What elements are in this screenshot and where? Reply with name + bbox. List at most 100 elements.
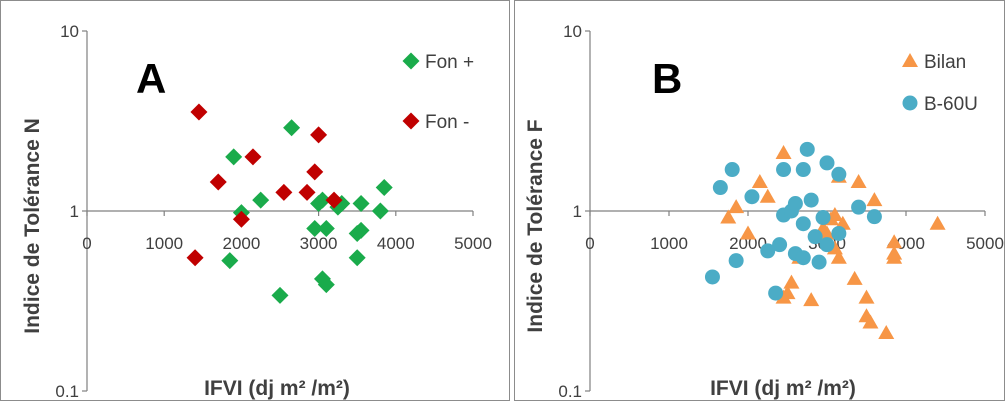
x-tick-label: 2000 [729,234,767,253]
data-point [751,173,768,188]
data-point [776,162,792,178]
x-tick-label: 3000 [300,234,338,253]
data-point [878,325,895,340]
data-point [783,274,800,289]
y-axis-title: Indice de Tolérance N [21,118,44,334]
data-point [787,196,803,212]
data-point [759,188,776,203]
data-point [768,285,784,301]
panel-letter: A [136,55,166,102]
data-point [760,243,776,259]
data-point [740,225,756,240]
data-point [310,126,328,144]
data-point [819,155,835,171]
data-point [803,292,820,307]
data-point [815,210,831,226]
x-axis-title: IFVI (dj m² /m²) [204,377,350,400]
data-point [186,249,204,267]
data-point [352,221,370,239]
data-point [244,148,262,166]
data-point [728,253,744,269]
x-tick-label: 5000 [454,234,492,253]
data-point [772,237,788,253]
data-point [720,209,737,224]
data-point [831,225,847,241]
data-point [225,148,243,166]
x-tick-label: 2000 [222,234,260,253]
data-point [271,286,289,304]
data-point [317,276,335,294]
data-point [298,183,316,201]
data-point [851,199,867,215]
chart-panel-a: 0.1 1 10 0 1000 2000 3000 4000 5000 IFVI (dj m² /… [0,0,510,401]
data-point [352,195,370,213]
data-point [795,162,811,178]
x-axis-title: IFVI (dj m² /m²) [710,377,856,400]
data-point [846,270,863,285]
data-point [819,225,835,240]
data-point [317,219,335,237]
y-tick-label: 1 [70,202,79,221]
data-point [850,173,867,188]
y-tick-label: 10 [60,22,79,41]
data-point [811,254,827,270]
data-point [795,250,811,266]
legend-marker [902,95,918,111]
panel-letter: B [652,55,682,102]
data-point [866,209,882,225]
data-point [712,180,728,196]
data-point [375,179,393,197]
y-axis-title: Indice de Tolérance F [524,119,547,332]
x-tick-label: 0 [82,234,91,253]
legend-label: Fon + [425,52,474,73]
data-point [744,189,760,205]
data-point [886,249,903,264]
y-tick-label: 1 [573,202,582,221]
data-point [371,202,389,220]
data-point [831,166,847,182]
x-tick-label: 4000 [377,234,415,253]
data-point [826,207,843,222]
data-point [348,249,366,267]
data-point [830,249,847,264]
legend-label: Bilan [924,52,966,73]
data-point [728,199,745,214]
x-tick-label: 5000 [966,234,1004,253]
data-point [209,173,227,191]
data-point [886,234,903,249]
data-point [862,314,879,329]
data-point [799,141,815,157]
data-point [866,192,883,207]
y-tick-label: 10 [563,22,582,41]
data-point [807,229,823,245]
data-point [275,183,293,201]
data-point [306,219,324,237]
y-tick-label: 0.1 [55,382,79,401]
data-point [929,215,946,230]
legend-label: B-60U [924,94,978,115]
data-point [283,119,301,137]
data-point [775,145,792,160]
legend-label: Fon - [425,112,469,133]
data-point [325,191,343,209]
data-point [704,269,720,285]
data-point [306,163,324,181]
data-point [795,216,811,232]
scatter-chart-a: 0.1 1 10 0 1000 2000 3000 4000 5000 IFVI (dj m² /… [21,22,492,401]
data-point [313,191,331,209]
data-point [252,191,270,209]
data-point [190,103,208,121]
x-tick-label: 1000 [650,234,688,253]
y-tick-label: 0.1 [558,382,582,401]
data-point [819,237,835,253]
data-point [803,192,819,208]
data-point [858,289,875,304]
data-point [221,252,239,270]
x-tick-label: 0 [585,234,594,253]
data-point [724,162,740,178]
legend-marker [402,112,420,130]
legend-marker [402,52,420,70]
data-point [779,285,796,300]
